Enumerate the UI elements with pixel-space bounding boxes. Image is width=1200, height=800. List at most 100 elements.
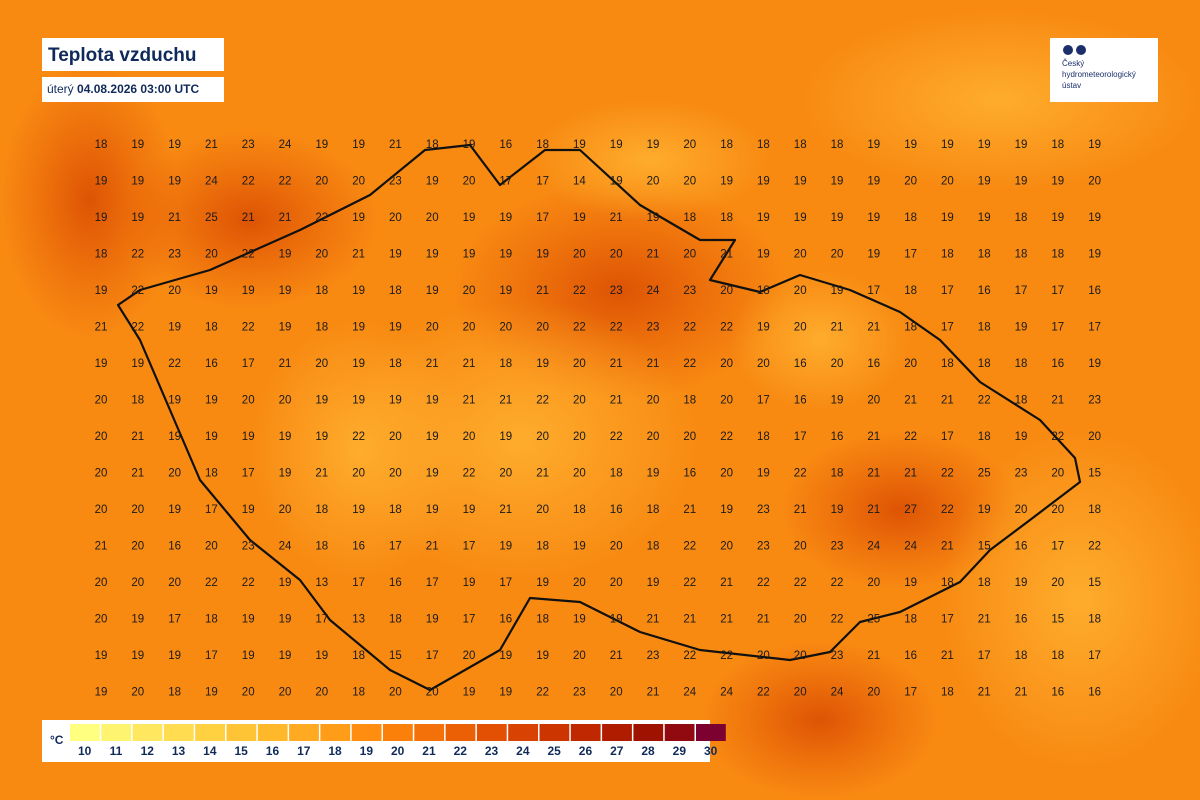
temperature-value: 20 — [647, 431, 660, 443]
temperature-value: 18 — [683, 212, 696, 224]
temperature-value: 17 — [941, 322, 954, 334]
temperature-value: 18 — [720, 139, 733, 151]
logo-line: Český — [1062, 59, 1084, 68]
temperature-value: 18 — [131, 395, 144, 407]
temperature-value: 21 — [794, 504, 807, 516]
legend-swatch — [70, 724, 100, 741]
temperature-value: 17 — [904, 249, 917, 261]
temperature-value: 20 — [242, 395, 255, 407]
temperature-value: 19 — [168, 504, 181, 516]
temperature-value: 19 — [426, 504, 439, 516]
temperature-value: 19 — [794, 176, 807, 188]
temperature-value: 19 — [389, 249, 402, 261]
temperature-value: 20 — [610, 541, 623, 553]
temperature-value: 19 — [426, 176, 439, 188]
temperature-value: 21 — [941, 541, 954, 553]
temperature-value: 21 — [867, 504, 880, 516]
temperature-value: 20 — [315, 687, 328, 699]
temperature-value: 19 — [867, 212, 880, 224]
temperature-value: 21 — [720, 577, 733, 589]
temperature-value: 21 — [205, 139, 218, 151]
legend-label: 21 — [422, 744, 436, 758]
temperature-value: 19 — [499, 212, 512, 224]
temperature-value: 19 — [95, 687, 108, 699]
temperature-value: 16 — [1015, 541, 1028, 553]
temperature-value: 19 — [499, 249, 512, 261]
legend-label: 30 — [704, 744, 718, 758]
temperature-value: 20 — [131, 504, 144, 516]
temperature-value: 19 — [757, 322, 770, 334]
temperature-value: 22 — [941, 504, 954, 516]
temperature-value: 20 — [279, 395, 292, 407]
temperature-value: 19 — [279, 431, 292, 443]
temperature-value: 17 — [499, 176, 512, 188]
temperature-value: 20 — [1015, 504, 1028, 516]
legend-label: 12 — [141, 744, 155, 758]
temperature-value: 20 — [168, 577, 181, 589]
temperature-value: 19 — [205, 395, 218, 407]
temperature-value: 18 — [904, 285, 917, 297]
temperature-value: 23 — [168, 249, 181, 261]
temperature-value: 18 — [315, 541, 328, 553]
temperature-value: 19 — [168, 322, 181, 334]
temperature-value: 16 — [1051, 358, 1064, 370]
temperature-value: 19 — [352, 139, 365, 151]
temperature-value: 20 — [867, 577, 880, 589]
temperature-value: 17 — [168, 614, 181, 626]
temperature-value: 19 — [610, 176, 623, 188]
temperature-value: 19 — [647, 468, 660, 480]
legend-label: 18 — [328, 744, 342, 758]
temperature-value: 19 — [941, 212, 954, 224]
temperature-value: 20 — [426, 687, 439, 699]
temperature-value: 19 — [242, 650, 255, 662]
temperature-value: 16 — [904, 650, 917, 662]
temperature-value: 15 — [389, 650, 402, 662]
temperature-value: 22 — [683, 650, 696, 662]
temperature-value: 20 — [463, 176, 476, 188]
legend-label: 29 — [673, 744, 687, 758]
temperature-value: 19 — [279, 285, 292, 297]
temperature-value: 18 — [904, 322, 917, 334]
temperature-value: 18 — [757, 285, 770, 297]
temperature-value: 19 — [1015, 176, 1028, 188]
temperature-value: 20 — [720, 395, 733, 407]
temperature-value: 18 — [978, 322, 991, 334]
temperature-value: 19 — [867, 139, 880, 151]
temperature-value: 20 — [683, 249, 696, 261]
temperature-value: 17 — [1088, 322, 1101, 334]
temperature-value: 20 — [315, 176, 328, 188]
temperature-value: 22 — [242, 577, 255, 589]
temperature-value: 21 — [536, 285, 549, 297]
temperature-value: 18 — [1015, 395, 1028, 407]
temperature-value: 19 — [831, 504, 844, 516]
temperature-value: 19 — [205, 431, 218, 443]
temperature-value: 19 — [168, 650, 181, 662]
temperature-value: 20 — [242, 687, 255, 699]
temperature-value: 20 — [904, 358, 917, 370]
temperature-value: 19 — [352, 358, 365, 370]
temperature-value: 20 — [610, 577, 623, 589]
temperature-value: 17 — [205, 504, 218, 516]
temperature-value: 22 — [279, 176, 292, 188]
temperature-value: 18 — [536, 541, 549, 553]
temperature-value: 20 — [315, 249, 328, 261]
temperature-value: 19 — [757, 249, 770, 261]
temperature-value: 18 — [536, 139, 549, 151]
temperature-value: 20 — [463, 650, 476, 662]
temperature-value: 19 — [1015, 577, 1028, 589]
temperature-value: 24 — [279, 541, 292, 553]
temperature-value: 21 — [499, 504, 512, 516]
temperature-value: 18 — [168, 687, 181, 699]
temperature-value: 21 — [867, 468, 880, 480]
temperature-value: 19 — [279, 468, 292, 480]
temperature-value: 20 — [463, 285, 476, 297]
temperature-value: 20 — [683, 431, 696, 443]
temperature-value: 19 — [610, 614, 623, 626]
temperature-value: 20 — [426, 322, 439, 334]
temperature-value: 27 — [904, 504, 917, 516]
temperature-value: 23 — [1015, 468, 1028, 480]
legend-swatch — [633, 724, 664, 741]
temperature-value: 19 — [1015, 431, 1028, 443]
temperature-value: 21 — [279, 358, 292, 370]
